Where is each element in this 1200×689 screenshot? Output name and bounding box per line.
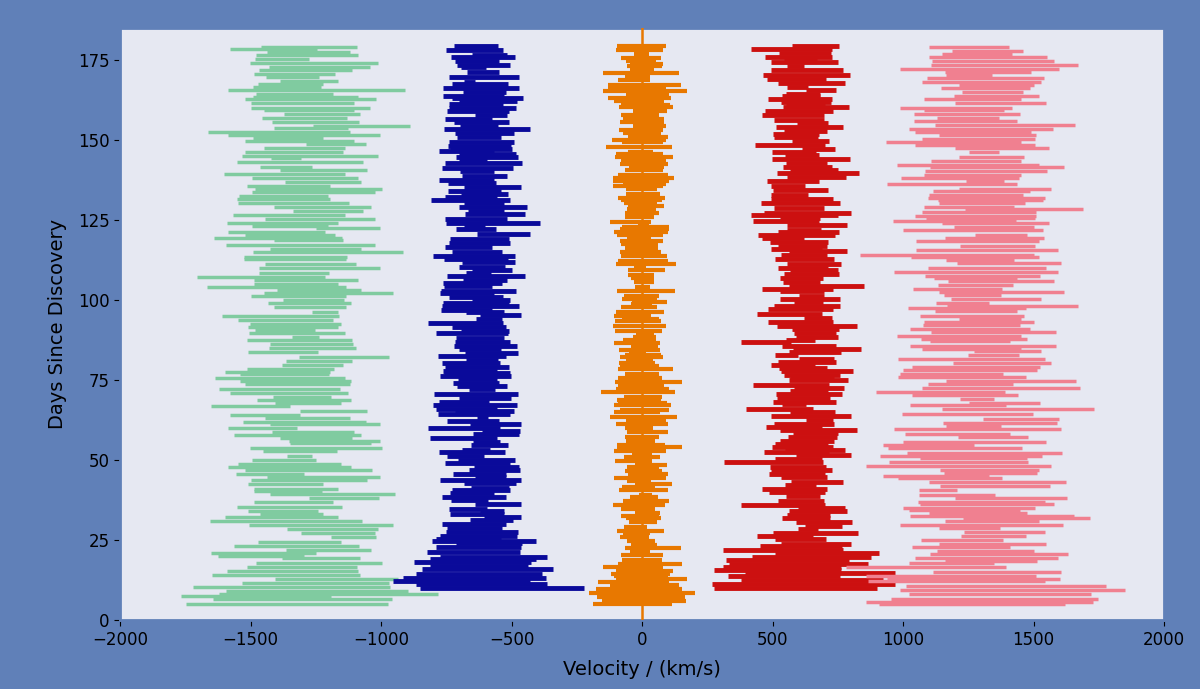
Y-axis label: Days Since Discovery: Days Since Discovery xyxy=(48,219,67,429)
X-axis label: Velocity / (km/s): Velocity / (km/s) xyxy=(563,659,721,679)
